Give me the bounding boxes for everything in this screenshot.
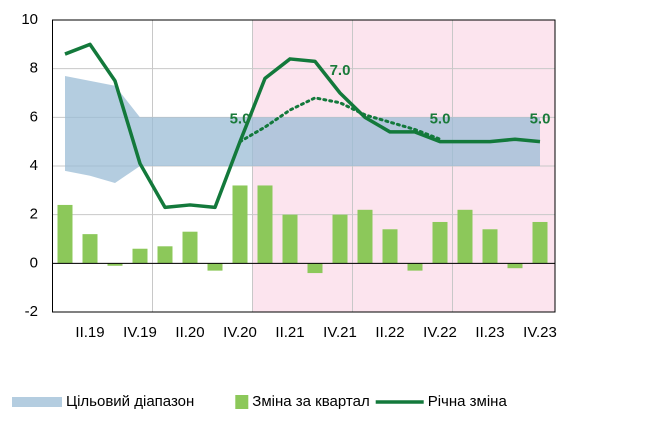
x-tick-label: IV.21 xyxy=(323,324,357,341)
bar xyxy=(57,204,73,264)
y-tick-label: 0 xyxy=(30,254,38,271)
x-tick-label: IV.23 xyxy=(523,324,557,341)
y-tick-label: 2 xyxy=(30,206,38,223)
forecast-line xyxy=(238,96,442,144)
bar xyxy=(232,185,248,264)
data-label: 5.0 xyxy=(230,111,251,128)
bar xyxy=(332,214,348,264)
bar xyxy=(257,185,273,264)
x-tick-label: II.23 xyxy=(475,324,504,341)
bar xyxy=(432,221,448,264)
y-tick-label: 6 xyxy=(30,108,38,125)
plot-frame xyxy=(52,19,556,313)
x-tick-label: II.21 xyxy=(275,324,304,341)
bar xyxy=(282,214,298,264)
legend-swatch xyxy=(235,395,249,409)
bar xyxy=(532,221,548,264)
bar xyxy=(182,231,198,264)
bar xyxy=(407,263,423,271)
bar xyxy=(82,234,98,264)
bar xyxy=(457,209,473,264)
legend-label: Річна зміна xyxy=(428,393,508,410)
y-tick-label: 8 xyxy=(30,60,38,77)
x-tick-label: II.22 xyxy=(375,324,404,341)
bar xyxy=(307,263,323,274)
target-band xyxy=(65,75,540,184)
y-tick-label: 10 xyxy=(21,11,38,28)
legend-label: Цільовий діапазон xyxy=(66,393,194,410)
legend-swatch xyxy=(12,397,62,407)
legend-label: Зміна за квартал xyxy=(252,393,369,410)
data-label: 7.0 xyxy=(330,62,351,79)
bar xyxy=(382,229,398,264)
y-tick-label: 4 xyxy=(30,157,38,174)
bar xyxy=(207,263,223,271)
bar xyxy=(357,209,373,264)
x-tick-label: IV.20 xyxy=(223,324,257,341)
bar xyxy=(132,248,148,264)
y-tick-label: -2 xyxy=(25,303,38,320)
x-tick-label: II.19 xyxy=(75,324,104,341)
bar xyxy=(482,229,498,264)
bar xyxy=(507,263,523,269)
x-tick-label: IV.19 xyxy=(123,324,157,341)
bar xyxy=(157,246,173,264)
x-tick-label: IV.22 xyxy=(423,324,457,341)
data-label: 5.0 xyxy=(530,111,551,128)
bar xyxy=(107,263,123,266)
legend: Цільовий діапазон Зміна за квартал Річна з… xyxy=(12,393,507,410)
data-label: 5.0 xyxy=(430,111,451,128)
x-tick-label: II.20 xyxy=(175,324,204,341)
line xyxy=(64,42,541,210)
